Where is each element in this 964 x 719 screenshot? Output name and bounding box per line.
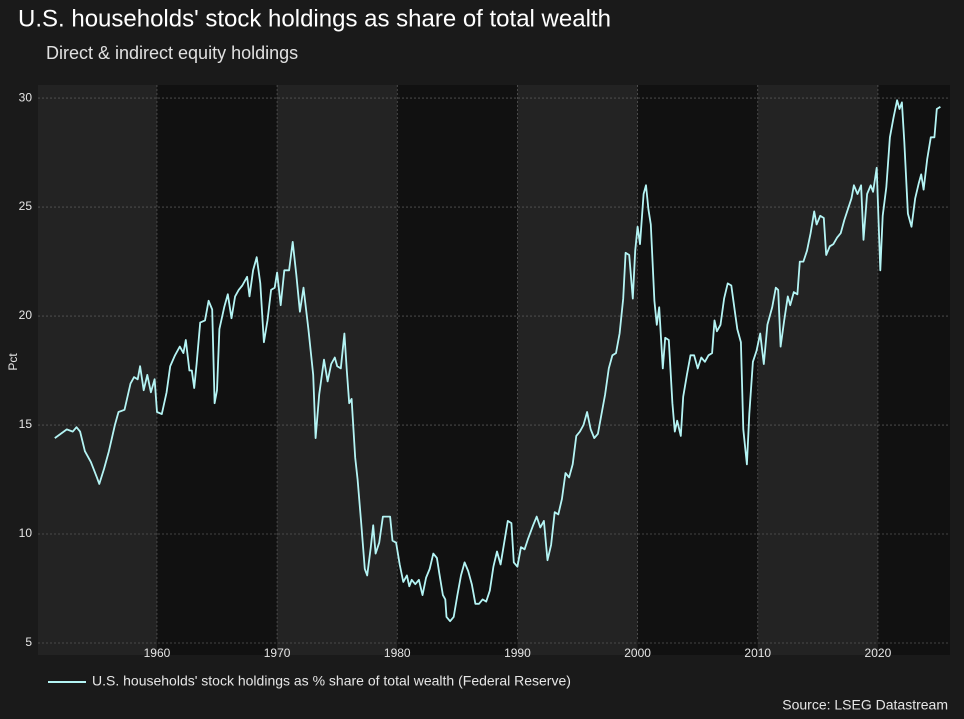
y-tick-label: 25 (19, 199, 33, 213)
decade-band (38, 85, 157, 655)
decade-band (757, 85, 878, 655)
x-tick-label: 1990 (504, 646, 531, 660)
x-tick-label: 1970 (264, 646, 291, 660)
y-axis-label: Pct (6, 353, 20, 371)
y-tick-label: 5 (25, 635, 32, 649)
x-tick-label: 2020 (865, 646, 892, 660)
decade-band (397, 85, 518, 655)
chart-subtitle: Direct & indirect equity holdings (46, 43, 298, 63)
decade-band (637, 85, 758, 655)
y-tick-label: 10 (19, 526, 33, 540)
x-tick-label: 2010 (744, 646, 771, 660)
decade-band (277, 85, 398, 655)
decade-band (517, 85, 638, 655)
x-tick-label: 1980 (384, 646, 411, 660)
y-tick-label: 20 (19, 308, 33, 322)
data-line (54, 99, 941, 623)
x-tick-label: 1960 (144, 646, 171, 660)
y-tick-label: 15 (19, 417, 33, 431)
decade-band (877, 85, 950, 655)
source-note: Source: LSEG Datastream (782, 697, 948, 713)
x-tick-label: 2000 (624, 646, 651, 660)
y-tick-label: 30 (19, 90, 33, 104)
legend-label: U.S. households' stock holdings as % sha… (92, 673, 571, 689)
chart-title: U.S. households' stock holdings as share… (18, 5, 611, 32)
